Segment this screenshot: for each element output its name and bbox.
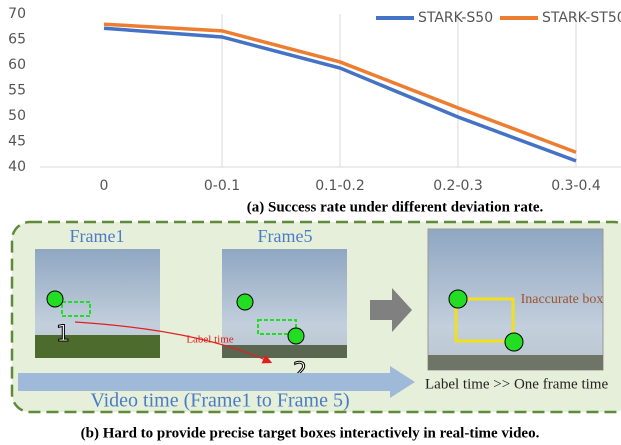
figure: 40 45 50 55 60 65 70 0 0-0.1 0.1-0.2 0.2-0.3 0.3-0.… (0, 0, 621, 445)
frame-ground (35, 335, 160, 358)
click-point (449, 290, 467, 308)
label-time: Label time (186, 334, 233, 346)
comparison: Label time >> One frame time (425, 376, 608, 392)
frame-ground (428, 355, 603, 370)
line-chart: 40 45 50 55 60 65 70 0 0-0.1 0.1-0.2 0.2-0.3 0.3-0.… (8, 6, 621, 194)
y-tick-label: 40 (8, 159, 26, 175)
y-tick-label: 50 (8, 108, 26, 124)
click-point (288, 328, 304, 344)
frame-ground (222, 345, 347, 358)
frame-label: Frame1 (70, 226, 125, 246)
y-tick-label: 55 (8, 83, 26, 99)
frame-label: Frame5 (258, 226, 313, 246)
annotation: Inaccurate box (521, 292, 604, 307)
click-point (237, 294, 253, 310)
click-point (47, 291, 63, 307)
legend-label: STARK-S50 (418, 10, 493, 26)
y-tick-label: 45 (8, 134, 26, 150)
y-tick-label: 65 (8, 32, 26, 48)
x-tick-label: 0.1-0.2 (315, 178, 365, 194)
hand-label: 1 (56, 322, 70, 347)
x-tick-label: 0.2-0.3 (433, 178, 483, 194)
diagram: Frame1 Frame5 1 2 Label time Inaccurate … (12, 222, 621, 412)
x-tick-label: 0 (100, 178, 109, 194)
video-time: Video time (Frame1 to Frame 5) (90, 390, 349, 412)
y-tick-label: 70 (8, 6, 26, 22)
caption-a: (a) Success rate under different deviati… (247, 199, 544, 215)
legend-label: STARK-ST50 (542, 10, 621, 26)
click-point (505, 333, 523, 351)
x-tick-label: 0.3-0.4 (551, 178, 601, 194)
x-tick-label: 0-0.1 (204, 178, 240, 194)
y-tick-label: 60 (8, 57, 26, 73)
caption-b: (b) Hard to provide precise target boxes… (81, 425, 540, 441)
